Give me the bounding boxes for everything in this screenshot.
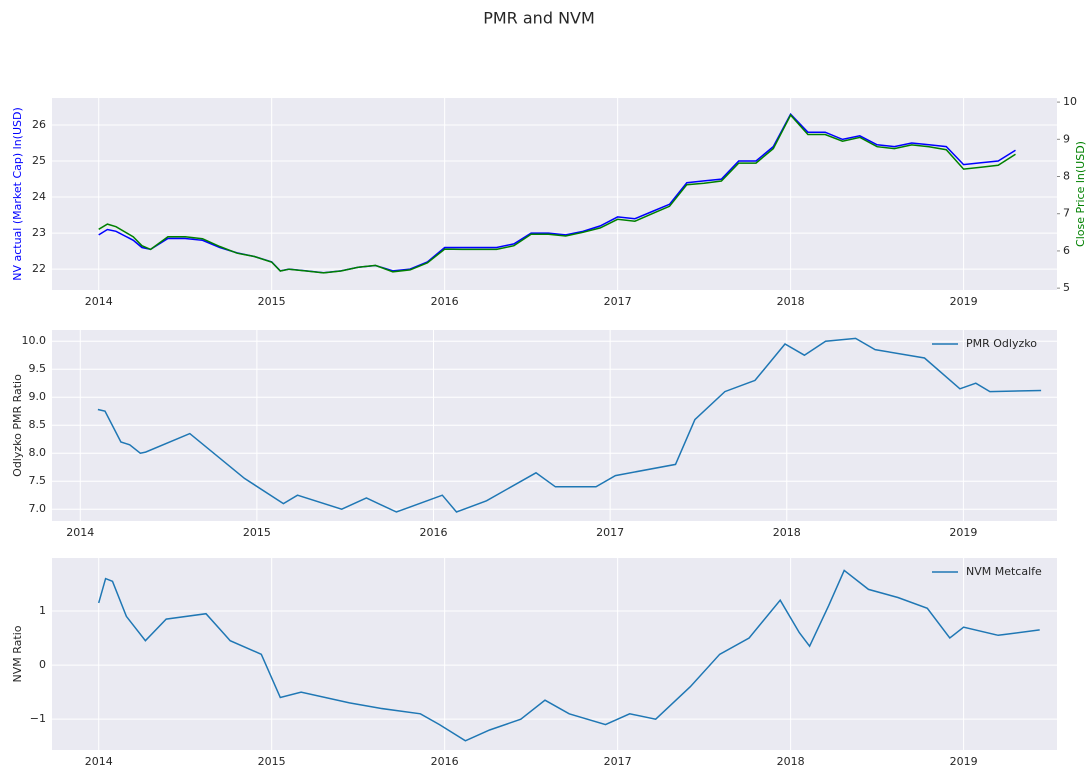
x-tick-label: 2018: [777, 295, 805, 308]
x-tick-label: 2017: [604, 295, 632, 308]
panel: 2014 2015 2016 2017 2018 2019 7.0 7.5 8.0 8.5 9.0 9…: [11, 330, 1057, 539]
plot-area: [52, 98, 1057, 290]
x-tick-label: 2014: [66, 526, 94, 539]
series-line: [98, 113, 1016, 274]
y-tick-label: 10.0: [22, 334, 47, 347]
y-tick-label: 26: [32, 118, 46, 131]
series-line: [97, 337, 1042, 513]
y2-tick-label: 10: [1063, 95, 1077, 108]
y2-tick-label: 9: [1063, 132, 1070, 145]
y-tick-label: 22: [32, 262, 46, 275]
x-tick-label: 2014: [85, 755, 113, 767]
y-tick-label: 23: [32, 226, 46, 239]
y-tick-label: 1: [39, 604, 46, 617]
x-tick-label: 2019: [950, 755, 978, 767]
y-axis-label: NV actual (Market Cap) ln(USD): [11, 107, 24, 281]
x-tick-label: 2018: [777, 755, 805, 767]
y-tick-label: −1: [30, 712, 46, 725]
legend-label: NVM Metcalfe: [966, 565, 1042, 578]
y-tick-label: 9.5: [29, 362, 47, 375]
y-axis-label: Odlyzko PMR Ratio: [11, 374, 24, 477]
y-tick-label: 0: [39, 658, 46, 671]
x-tick-label: 2016: [431, 755, 459, 767]
x-tick-label: 2017: [604, 755, 632, 767]
x-tick-label: 2016: [420, 526, 448, 539]
y2-tick-label: 7: [1063, 207, 1070, 220]
series-line: [97, 569, 1040, 742]
x-tick-label: 2019: [949, 526, 977, 539]
panel: 2014 2015 2016 2017 2018 2019 22 23 24 25 26 5 6 7 8 9 1…: [11, 95, 1087, 308]
y-tick-label: 24: [32, 190, 46, 203]
y-tick-label: 7.5: [29, 474, 47, 487]
y-tick-label: 25: [32, 154, 46, 167]
y2-tick-label: 5: [1063, 281, 1070, 294]
x-tick-label: 2019: [950, 295, 978, 308]
x-tick-label: 2014: [85, 295, 113, 308]
y2-axis-label: Close Price ln(USD): [1074, 141, 1087, 247]
y2-tick-label: 6: [1063, 244, 1070, 257]
legend-label: PMR Odlyzko: [966, 337, 1037, 350]
plot-area: [52, 558, 1057, 750]
y-axis-label: NVM Ratio: [11, 625, 24, 682]
panel: 2014 2015 2016 2017 2018 2019 −1 0 1 NVM Ratio NVM…: [11, 558, 1057, 768]
y2-tick-label: 8: [1063, 170, 1070, 183]
y-tick-label: 8.5: [29, 418, 47, 431]
x-tick-label: 2016: [431, 295, 459, 308]
x-tick-label: 2015: [243, 526, 271, 539]
x-tick-label: 2018: [773, 526, 801, 539]
y-tick-label: 8.0: [29, 446, 47, 459]
x-tick-label: 2015: [258, 755, 286, 767]
y-tick-label: 7.0: [29, 502, 47, 515]
x-tick-label: 2015: [258, 295, 286, 308]
y-tick-label: 9.0: [29, 390, 47, 403]
figure-title: PMR and NVM: [483, 9, 595, 28]
x-tick-label: 2017: [596, 526, 624, 539]
